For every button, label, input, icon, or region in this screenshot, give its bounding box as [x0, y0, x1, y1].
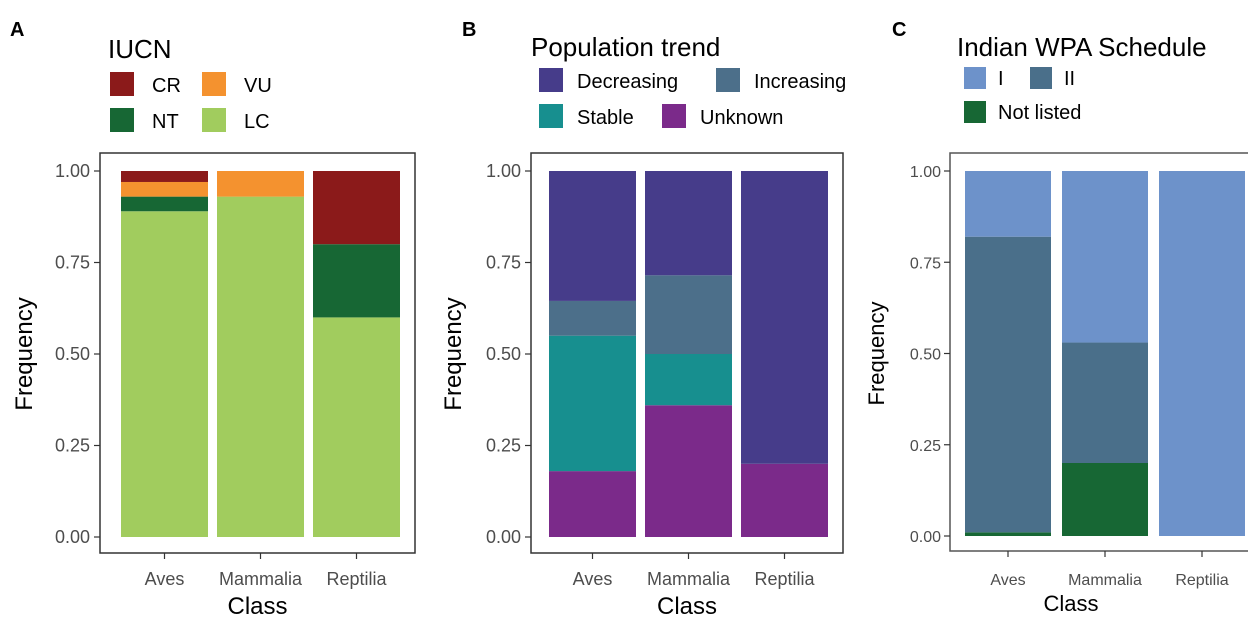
legend-title: IUCN [108, 34, 172, 64]
y-tick-label-4: 1.00 [486, 161, 521, 181]
x-tick-label-reptilia: Reptilia [754, 569, 815, 589]
y-axis-title: Frequency [440, 297, 467, 410]
y-tick-label-2: 0.50 [55, 344, 90, 364]
legend-label-cr: CR [152, 75, 181, 97]
bar-mammalia-not-listed [1062, 463, 1148, 536]
y-tick-label-1: 0.25 [910, 438, 941, 455]
bar-aves-i [965, 171, 1051, 237]
y-tick-label-0: 0.00 [55, 527, 90, 547]
bar-aves-vu [121, 181, 208, 197]
y-axis-title: Frequency [11, 297, 38, 410]
legend-label-lc: LC [244, 111, 270, 133]
legend-swatch-increasing [716, 68, 740, 92]
bar-reptilia-unknown [741, 463, 828, 537]
legend-title: Population trend [531, 32, 720, 62]
panel-letter-b: B [462, 19, 476, 41]
bar-aves-unknown [549, 471, 636, 537]
y-tick-label-2: 0.50 [910, 347, 941, 364]
legend-swatch-not-listed [964, 101, 986, 123]
y-tick-label-3: 0.75 [55, 253, 90, 273]
bar-aves-lc [121, 211, 208, 537]
bar-reptilia-lc [313, 317, 400, 537]
x-tick-label-aves: Aves [990, 572, 1025, 589]
plot-frame [530, 152, 844, 554]
y-tick-label-0: 0.00 [486, 527, 521, 547]
bar-mammalia-unknown [645, 405, 732, 537]
y-tick-label-4: 1.00 [55, 161, 90, 181]
bar-reptilia-cr [313, 171, 400, 245]
y-tick-label-4: 1.00 [910, 164, 941, 181]
legend-swatch-vu [202, 72, 226, 96]
legend-title: Indian WPA Schedule [957, 32, 1207, 62]
y-tick-label-0: 0.00 [910, 529, 941, 546]
bar-aves-ii [965, 236, 1051, 533]
x-tick-label-reptilia: Reptilia [1175, 572, 1228, 589]
x-tick-label-mammalia: Mammalia [647, 569, 731, 589]
legend-label-unknown: Unknown [700, 107, 783, 129]
y-tick-label-3: 0.75 [486, 253, 521, 273]
legend-label-not-listed: Not listed [998, 102, 1081, 124]
legend-label-decreasing: Decreasing [577, 71, 678, 93]
bar-mammalia-lc [217, 196, 304, 537]
legend-label-i: I [998, 68, 1004, 90]
y-tick-label-1: 0.25 [55, 436, 90, 456]
legend-label-nt: NT [152, 111, 179, 133]
legend-label-ii: II [1064, 68, 1075, 90]
plot-frame [99, 152, 416, 554]
legend-swatch-cr [110, 72, 134, 96]
legend-swatch-nt [110, 108, 134, 132]
y-tick-label-1: 0.25 [486, 436, 521, 456]
y-axis-title: Frequency [864, 302, 889, 406]
bar-aves-nt [121, 196, 208, 212]
bar-aves-stable [549, 335, 636, 472]
bar-aves-cr [121, 171, 208, 182]
plot-frame [949, 152, 1248, 552]
panel-a: 0.00 0.25 0.50 0.75 1.00 Aves Mammalia Reptilia… [11, 34, 416, 617]
bar-reptilia-decreasing [741, 171, 828, 464]
panel-letter-a: A [10, 19, 24, 41]
bar-aves-increasing [549, 300, 636, 336]
bar-mammalia-ii [1062, 342, 1148, 463]
bar-mammalia-decreasing [645, 171, 732, 276]
x-tick-label-mammalia: Mammalia [219, 569, 303, 589]
bar-mammalia-increasing [645, 275, 732, 354]
x-tick-label-aves: Aves [145, 569, 185, 589]
legend-swatch-decreasing [539, 68, 563, 92]
bar-mammalia-stable [645, 354, 732, 406]
x-tick-label-reptilia: Reptilia [326, 569, 387, 589]
y-tick-label-3: 0.75 [910, 255, 941, 272]
bar-mammalia-i [1062, 171, 1148, 343]
x-tick-label-mammalia: Mammalia [1068, 572, 1142, 589]
panel-b: 0.00 0.25 0.50 0.75 1.00 Aves Mammalia Reptilia… [440, 32, 846, 617]
bar-aves-decreasing [549, 171, 636, 301]
bar-aves-not-listed [965, 532, 1051, 536]
x-tick-label-aves: Aves [573, 569, 613, 589]
legend-swatch-i [964, 67, 986, 89]
y-tick-label-2: 0.50 [486, 344, 521, 364]
legend-swatch-lc [202, 108, 226, 132]
x-axis-title: Class [227, 593, 287, 617]
bar-mammalia-vu [217, 171, 304, 197]
legend-label-increasing: Increasing [754, 71, 846, 93]
bar-reptilia-nt [313, 244, 400, 318]
x-axis-title: Class [1043, 591, 1098, 616]
x-axis-title: Class [657, 593, 717, 617]
panel-letter-c: C [892, 19, 906, 41]
legend-swatch-stable [539, 104, 563, 128]
legend-label-stable: Stable [577, 107, 634, 129]
legend-label-vu: VU [244, 75, 272, 97]
legend-swatch-unknown [662, 104, 686, 128]
legend-swatch-ii [1030, 67, 1052, 89]
bar-reptilia-i [1159, 171, 1245, 536]
panel-c: 0.00 0.25 0.50 0.75 1.00 Aves Mammalia Reptilia… [864, 32, 1248, 616]
